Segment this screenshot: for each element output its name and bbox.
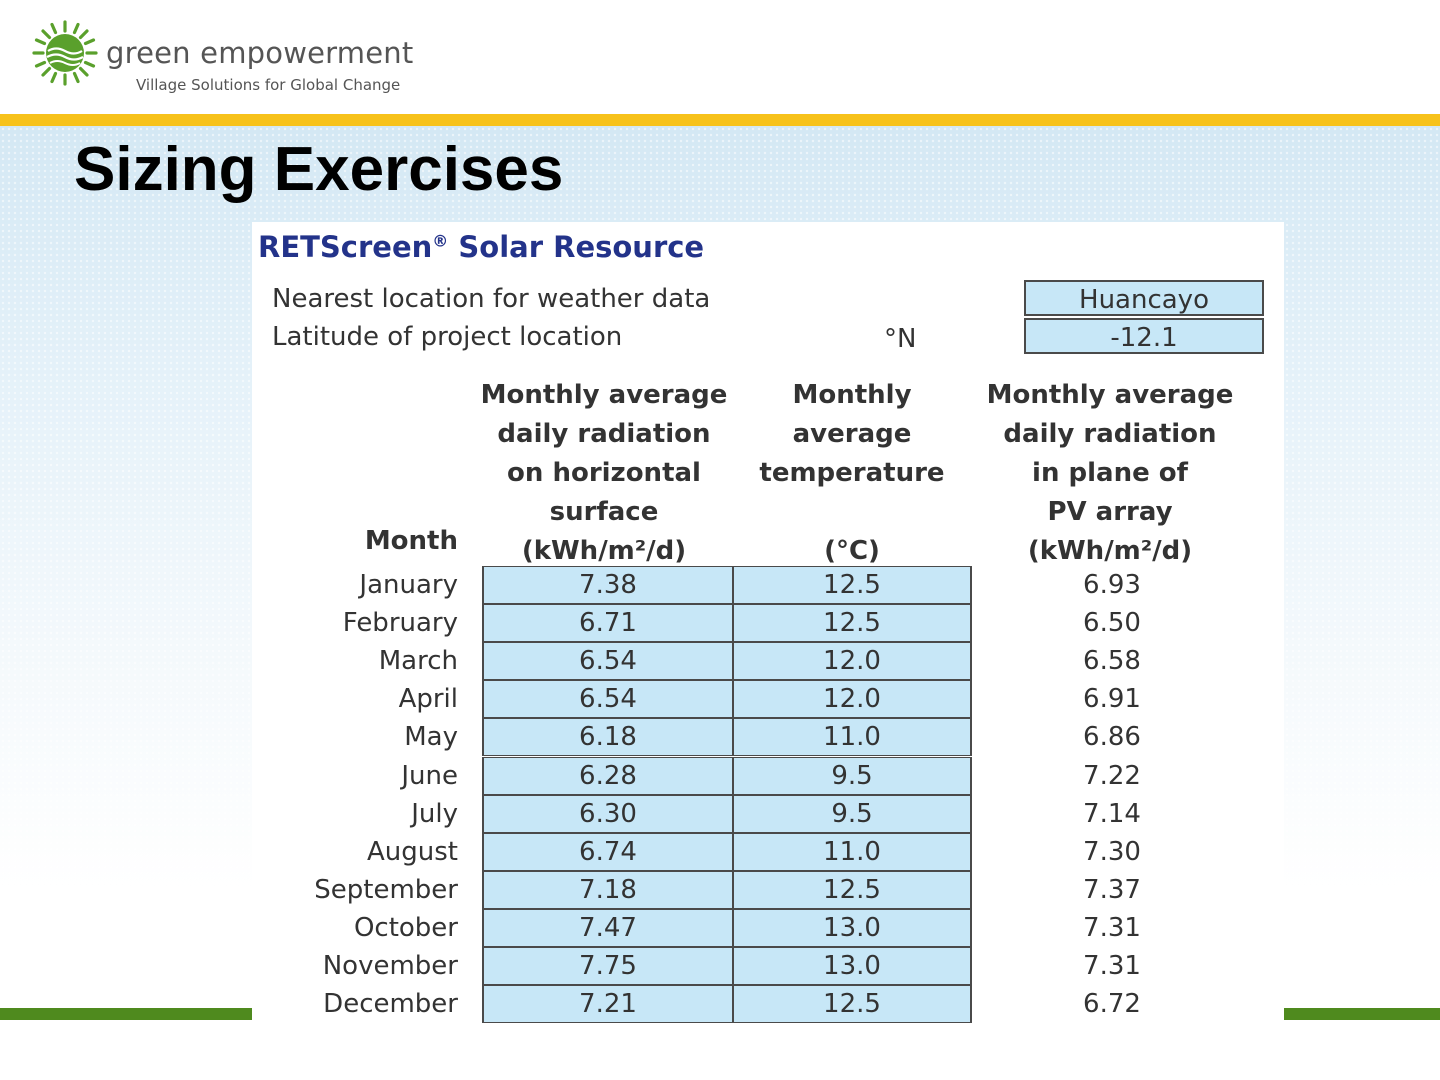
header-line bbox=[732, 493, 972, 532]
header-month: Month bbox=[364, 526, 458, 556]
header-line: surface bbox=[549, 497, 659, 527]
radiation-horizontal-cell[interactable]: 7.38 bbox=[482, 566, 734, 604]
sheet-title: RETScreen® Solar Resource bbox=[258, 230, 704, 264]
header-line: PV array bbox=[1047, 497, 1173, 527]
temperature-cell[interactable]: 11.0 bbox=[732, 718, 972, 757]
slide-title: Sizing Exercises bbox=[74, 135, 564, 204]
sheet-title-main: RETScreen bbox=[258, 230, 433, 264]
table-row: October 7.47 13.0 7.31 bbox=[252, 908, 1252, 947]
header-line: in plane of bbox=[1032, 458, 1188, 488]
table-row: February 6.71 12.5 6.50 bbox=[252, 604, 1252, 643]
green-divider-right bbox=[1284, 1008, 1440, 1020]
radiation-horizontal-cell[interactable]: 6.74 bbox=[482, 832, 734, 871]
brand-name: green empowerment bbox=[106, 36, 414, 70]
header-radiation-horizontal: Monthly average daily radiation on horiz… bbox=[474, 376, 734, 571]
month-cell: October bbox=[353, 912, 458, 943]
radiation-pv-cell: 7.31 bbox=[1083, 951, 1141, 981]
month-cell: June bbox=[401, 760, 458, 791]
radiation-horizontal-cell[interactable]: 6.30 bbox=[482, 794, 734, 833]
header-line: daily radiation bbox=[497, 419, 711, 449]
latitude-field[interactable]: -12.1 bbox=[1024, 318, 1264, 354]
month-cell: September bbox=[314, 874, 458, 905]
radiation-pv-cell: 7.37 bbox=[1083, 874, 1141, 905]
month-cell: November bbox=[322, 951, 458, 981]
month-cell: August bbox=[367, 836, 458, 867]
table-row: April 6.54 12.0 6.91 bbox=[252, 680, 1252, 719]
location-field[interactable]: Huancayo bbox=[1024, 280, 1264, 316]
temperature-cell[interactable]: 12.5 bbox=[732, 985, 972, 1024]
month-cell: May bbox=[404, 722, 458, 753]
latitude-unit: °N bbox=[884, 324, 917, 354]
table-row: August 6.74 11.0 7.30 bbox=[252, 832, 1252, 871]
month-cell: February bbox=[342, 608, 458, 639]
radiation-pv-cell: 7.31 bbox=[1083, 912, 1141, 943]
radiation-pv-cell: 7.22 bbox=[1083, 760, 1141, 791]
header-line: (kWh/m²/d) bbox=[1027, 536, 1193, 566]
header-radiation-pv: Monthly average daily radiation in plane… bbox=[980, 376, 1240, 571]
header-line: on horizontal bbox=[507, 458, 701, 488]
radiation-pv-cell: 6.50 bbox=[1083, 608, 1141, 639]
radiation-horizontal-cell[interactable]: 6.18 bbox=[482, 718, 734, 757]
month-cell: January bbox=[359, 570, 458, 600]
temperature-cell[interactable]: 13.0 bbox=[732, 908, 972, 947]
gold-divider bbox=[0, 114, 1440, 126]
temperature-cell[interactable]: 11.0 bbox=[732, 832, 972, 871]
table-row: June 6.28 9.5 7.22 bbox=[252, 756, 1252, 795]
temperature-cell[interactable]: 12.5 bbox=[732, 566, 972, 604]
registered-mark: ® bbox=[432, 231, 449, 251]
radiation-horizontal-cell[interactable]: 6.54 bbox=[482, 680, 734, 719]
temperature-cell[interactable]: 12.5 bbox=[732, 870, 972, 909]
sun-wave-logo-icon bbox=[32, 20, 98, 86]
radiation-horizontal-cell[interactable]: 7.47 bbox=[482, 908, 734, 947]
table-row: September 7.18 12.5 7.37 bbox=[252, 870, 1252, 909]
retscreen-sheet: RETScreen® Solar Resource Nearest locati… bbox=[252, 222, 1284, 1032]
radiation-pv-cell: 6.72 bbox=[1083, 989, 1141, 1020]
radiation-horizontal-cell[interactable]: 7.21 bbox=[482, 985, 734, 1024]
month-cell: April bbox=[398, 684, 458, 715]
radiation-pv-cell: 7.30 bbox=[1083, 836, 1141, 867]
radiation-pv-cell: 6.58 bbox=[1083, 646, 1141, 677]
header-line: (kWh/m²/d) bbox=[521, 536, 687, 566]
header-temperature: Monthly average temperature (°C) bbox=[732, 376, 972, 571]
green-divider-left bbox=[0, 1008, 252, 1020]
month-cell: December bbox=[323, 989, 458, 1020]
radiation-horizontal-cell[interactable]: 6.71 bbox=[482, 604, 734, 643]
temperature-cell[interactable]: 9.5 bbox=[732, 794, 972, 833]
radiation-pv-cell: 7.14 bbox=[1083, 798, 1141, 829]
location-label: Nearest location for weather data bbox=[272, 284, 711, 314]
radiation-pv-cell: 6.93 bbox=[1083, 570, 1141, 600]
sheet-title-rest: Solar Resource bbox=[448, 230, 705, 264]
radiation-pv-cell: 6.86 bbox=[1083, 722, 1141, 753]
temperature-cell[interactable]: 12.0 bbox=[732, 642, 972, 681]
radiation-pv-cell: 6.91 bbox=[1083, 684, 1141, 715]
header-line: daily radiation bbox=[1003, 419, 1217, 449]
table-row: March 6.54 12.0 6.58 bbox=[252, 642, 1252, 681]
table-row: May 6.18 11.0 6.86 bbox=[252, 718, 1252, 757]
temperature-cell[interactable]: 9.5 bbox=[732, 756, 972, 795]
header: green empowerment Village Solutions for … bbox=[0, 0, 1440, 114]
latitude-label: Latitude of project location bbox=[272, 322, 623, 352]
table-row: January 7.38 12.5 6.93 bbox=[252, 566, 1252, 604]
radiation-horizontal-cell[interactable]: 7.75 bbox=[482, 947, 734, 985]
table-row: July 6.30 9.5 7.14 bbox=[252, 794, 1252, 833]
header-line: temperature bbox=[759, 458, 945, 488]
month-cell: March bbox=[378, 646, 458, 677]
radiation-horizontal-cell[interactable]: 6.28 bbox=[482, 756, 734, 795]
header-line: Monthly bbox=[792, 380, 912, 410]
header-line: average bbox=[792, 419, 912, 449]
header-line: Monthly average bbox=[480, 380, 728, 410]
temperature-cell[interactable]: 12.0 bbox=[732, 680, 972, 719]
header-line: (°C) bbox=[824, 536, 880, 566]
brand-tagline: Village Solutions for Global Change bbox=[136, 76, 401, 94]
table-row: November 7.75 13.0 7.31 bbox=[252, 947, 1252, 985]
temperature-cell[interactable]: 12.5 bbox=[732, 604, 972, 643]
temperature-cell[interactable]: 13.0 bbox=[732, 947, 972, 985]
radiation-horizontal-cell[interactable]: 6.54 bbox=[482, 642, 734, 681]
table-row: December 7.21 12.5 6.72 bbox=[252, 985, 1252, 1024]
header-line: Monthly average bbox=[986, 380, 1234, 410]
month-cell: July bbox=[411, 798, 458, 829]
radiation-horizontal-cell[interactable]: 7.18 bbox=[482, 870, 734, 909]
